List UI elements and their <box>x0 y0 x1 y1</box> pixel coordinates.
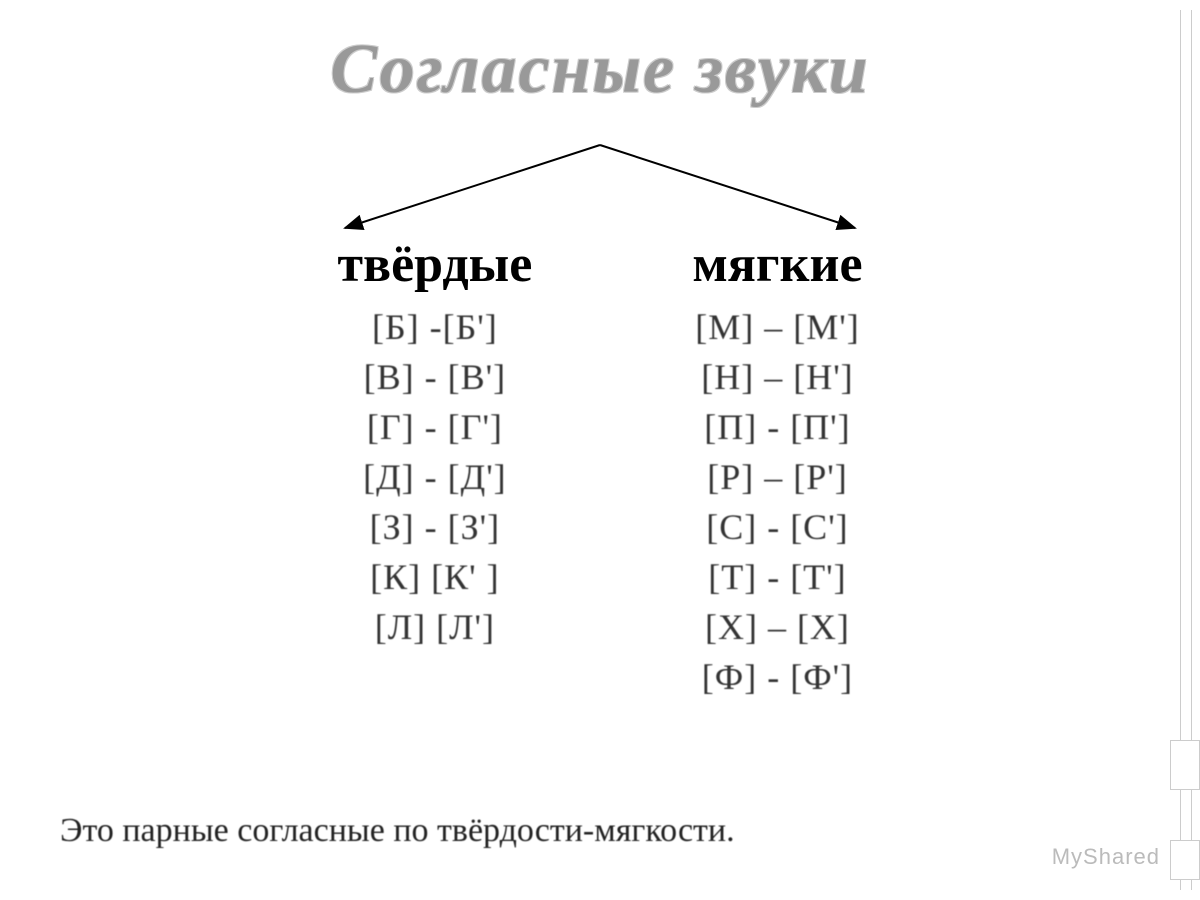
pair-item: [Т] - [Т'] <box>708 556 846 598</box>
right-column-header: мягкие <box>692 235 862 294</box>
pair-item: [Г] - [Г'] <box>367 406 503 448</box>
pair-item: [В] - [В'] <box>364 356 506 398</box>
pair-item: [Б] -[Б'] <box>372 306 498 348</box>
pair-item: [Л] [Л'] <box>375 606 495 648</box>
right-column: мягкие [М] – [М'] [Н] – [Н'] [П] - [П'] … <box>692 235 862 698</box>
pair-item: [П] - [П'] <box>704 406 850 448</box>
left-column-header: твёрдые <box>337 235 532 294</box>
columns-container: твёрдые [Б] -[Б'] [В] - [В'] [Г] - [Г'] … <box>0 235 1200 698</box>
side-notch2-decoration <box>1170 840 1200 880</box>
pair-item: [Ф] - [Ф'] <box>702 656 853 698</box>
watermark: MyShared <box>1052 844 1160 870</box>
arrow-svg <box>320 140 880 240</box>
side-notch-decoration <box>1170 740 1200 790</box>
arrow-right <box>600 145 855 228</box>
arrow-left <box>345 145 600 228</box>
left-pair-list: [Б] -[Б'] [В] - [В'] [Г] - [Г'] [Д] - [Д… <box>363 306 507 648</box>
main-title: Согласные звуки <box>330 30 869 110</box>
pair-item: [К] [К' ] <box>370 556 499 598</box>
footer-text: Это парные согласные по твёрдости-мягкос… <box>60 812 735 850</box>
branching-arrows <box>320 140 880 240</box>
pair-item: [С] - [С'] <box>706 506 848 548</box>
pair-item: [Р] – [Р'] <box>707 456 847 498</box>
right-pair-list: [М] – [М'] [Н] – [Н'] [П] - [П'] [Р] – [… <box>695 306 859 698</box>
pair-item: [Д] - [Д'] <box>363 456 507 498</box>
pair-item: [М] – [М'] <box>695 306 859 348</box>
pair-item: [Н] – [Н'] <box>701 356 853 398</box>
pair-item: [Х] – [Х] <box>705 606 850 648</box>
left-column: твёрдые [Б] -[Б'] [В] - [В'] [Г] - [Г'] … <box>337 235 532 698</box>
pair-item: [З] - [З'] <box>370 506 501 548</box>
